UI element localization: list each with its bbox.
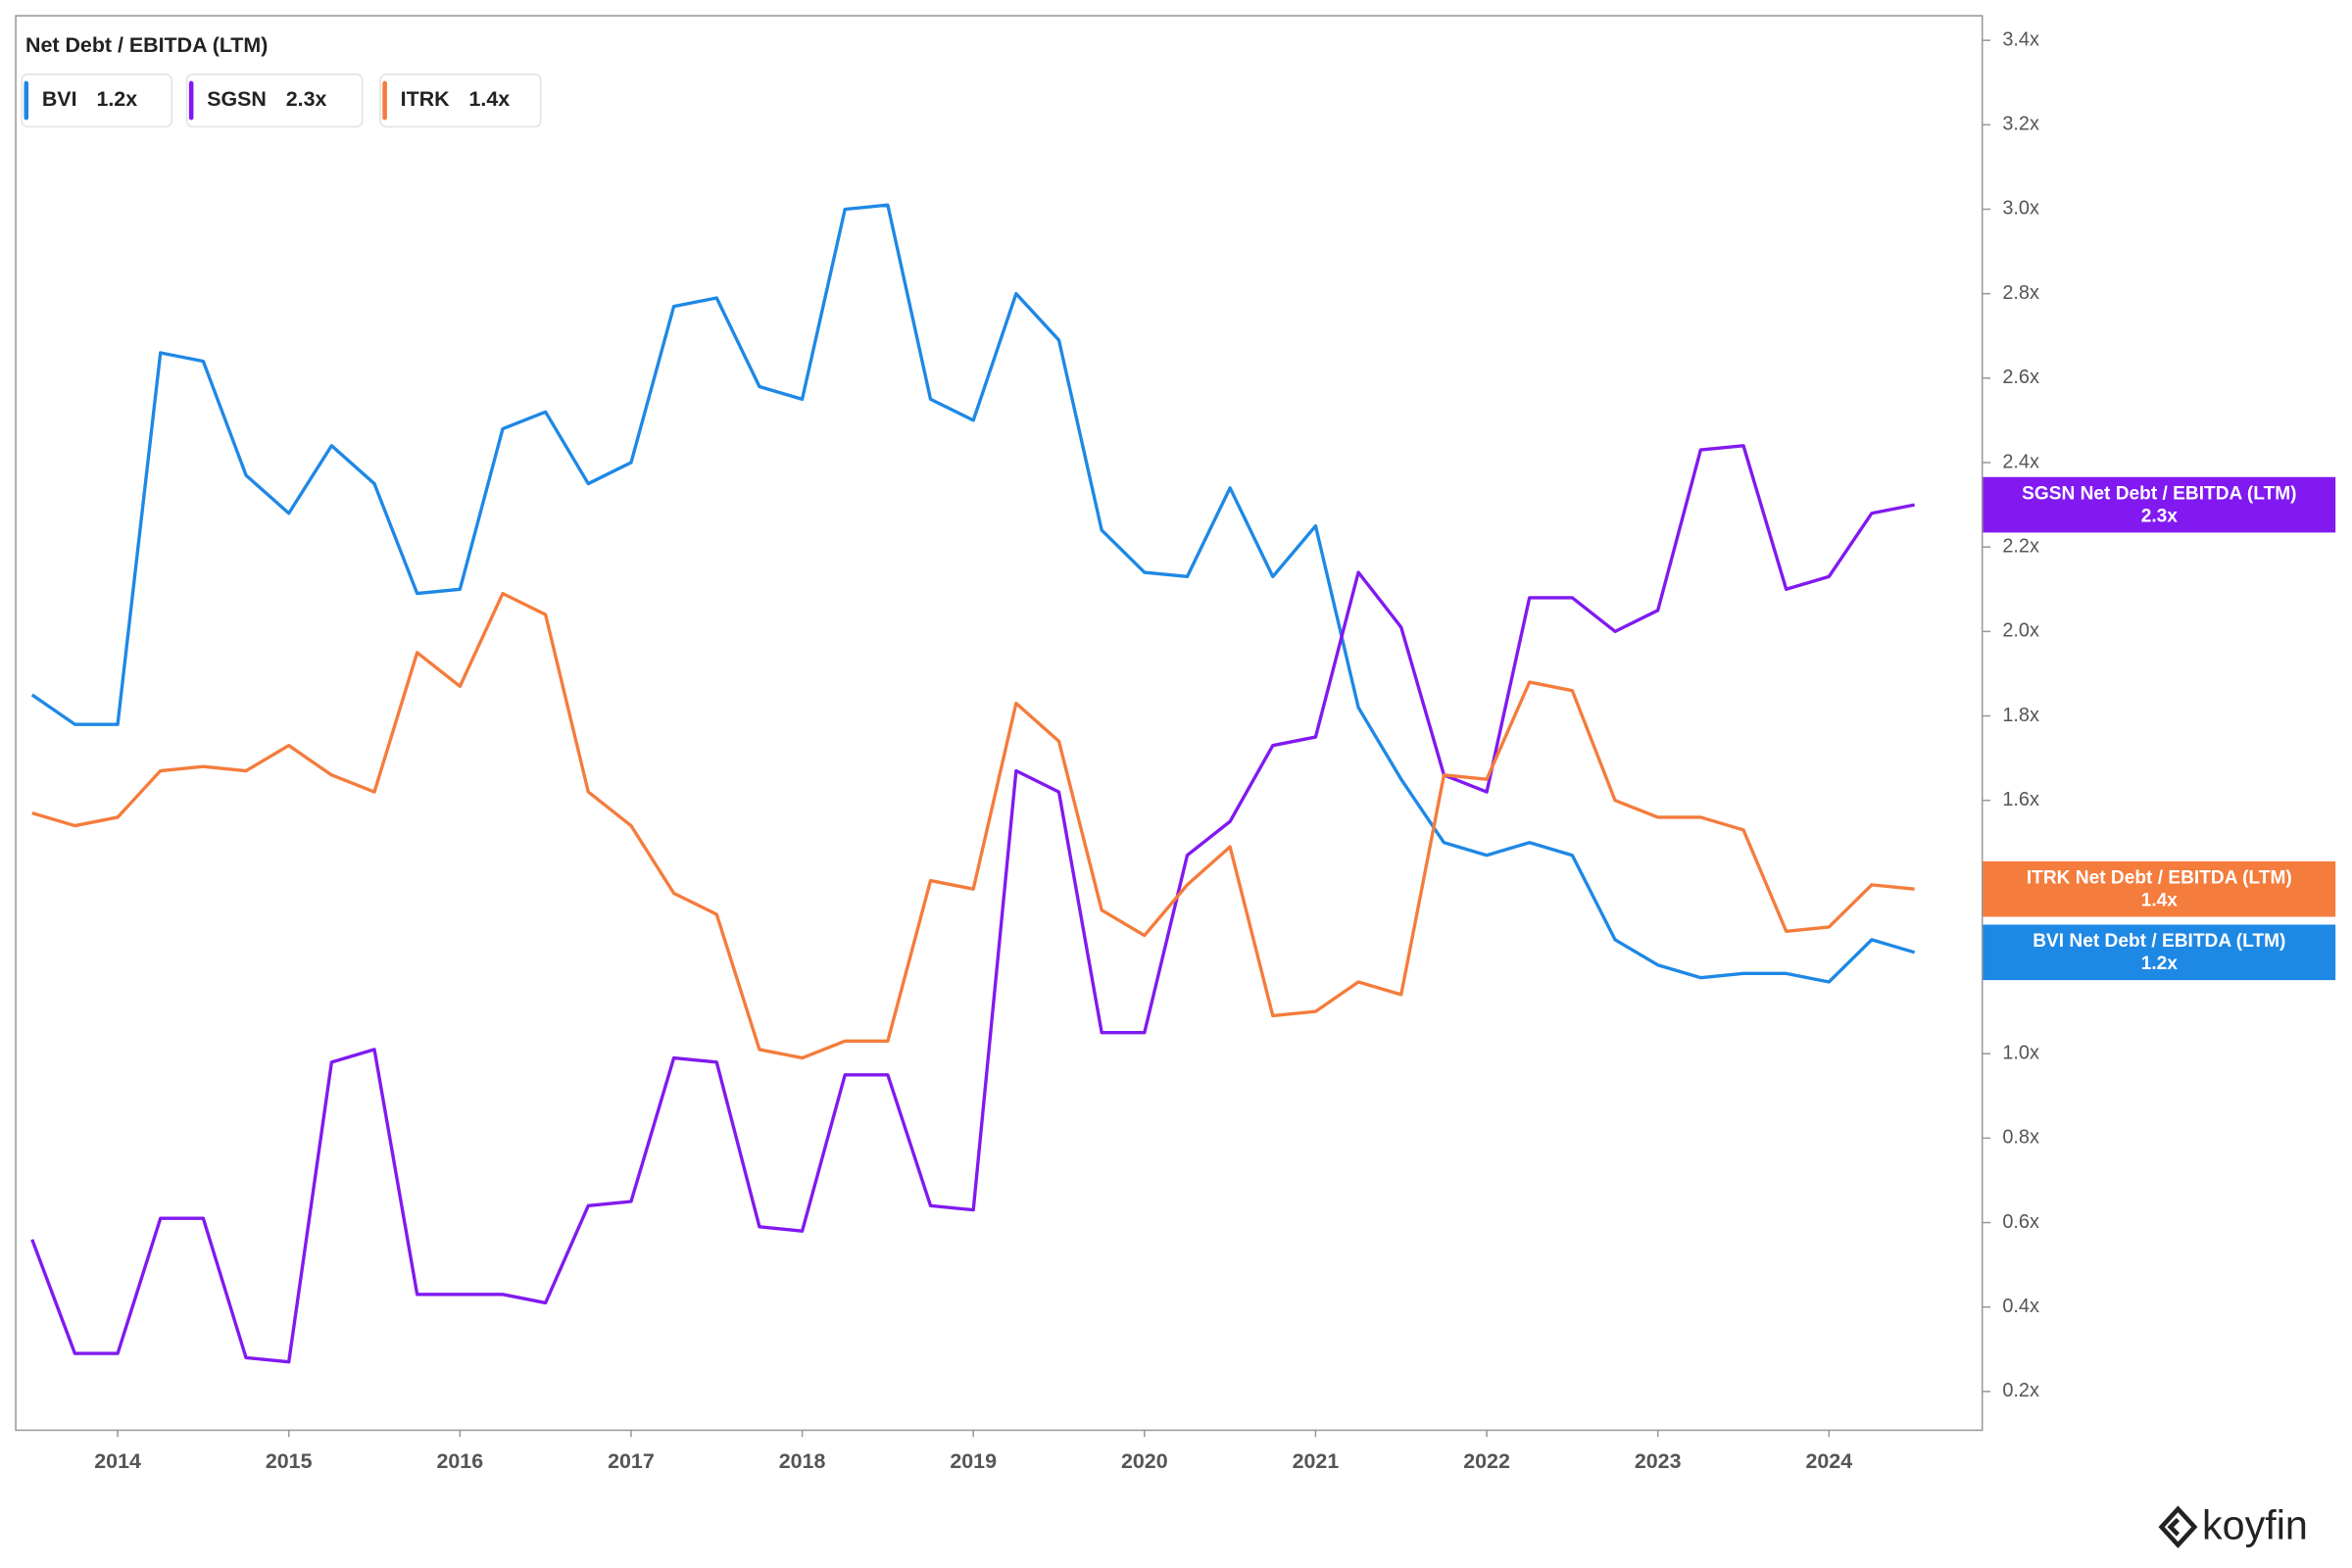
line-series [30, 444, 1915, 1364]
legend-box [185, 74, 364, 128]
y-tick-label: 2.6x [2002, 367, 2039, 388]
y-tick-label: 2.0x [2002, 620, 2039, 642]
y-tick-label: 2.4x [2002, 451, 2039, 472]
x-tick-label: 2015 [266, 1449, 313, 1473]
x-tick-label: 2024 [1805, 1449, 1852, 1473]
badge-box [1983, 924, 2336, 981]
y-tick-label: 1.8x [2002, 705, 2039, 726]
badge-value: 1.2x [2141, 954, 2179, 974]
legend-swatch [24, 80, 29, 121]
x-tick-label: 2018 [779, 1449, 826, 1473]
plot-border [15, 15, 1984, 1432]
y-tick-label: 0.2x [2002, 1380, 2039, 1401]
y-tick-label: 2.8x [2002, 282, 2039, 304]
badge-box [1983, 860, 2336, 917]
logo-text: koyfin [2202, 1503, 2308, 1548]
y-tick-label: 2.2x [2002, 535, 2039, 557]
legend-name: ITRK [401, 87, 450, 111]
watermark: koyfin [2158, 1503, 2308, 1548]
y-tick-label: 1.6x [2002, 789, 2039, 810]
x-tick-label: 2016 [437, 1449, 484, 1473]
legend-swatch [188, 80, 194, 121]
y-tick-label: 3.4x [2002, 28, 2039, 50]
legend-item: ITRK 1.4x [379, 74, 542, 128]
legend-value: 1.4x [469, 87, 511, 111]
logo-icon [2158, 1505, 2198, 1548]
x-tick-label: 2017 [608, 1449, 655, 1473]
x-tick-label: 2014 [94, 1449, 141, 1473]
y-tick-label: 0.8x [2002, 1127, 2039, 1149]
legend-name: BVI [42, 87, 77, 111]
line-series [30, 203, 1916, 984]
x-tick-label: 2023 [1635, 1449, 1682, 1473]
x-tick-label: 2020 [1121, 1449, 1168, 1473]
legend-swatch [382, 80, 387, 121]
line-series [31, 591, 1915, 1060]
x-tick-label: 2022 [1463, 1449, 1510, 1473]
badge-label: SGSN Net Debt / EBITDA (LTM) [2022, 483, 2297, 504]
y-tick-label: 3.0x [2002, 198, 2039, 220]
chart-title: Net Debt / EBITDA (LTM) [25, 33, 268, 57]
value-badge: ITRK Net Debt / EBITDA (LTM)1.4x [1983, 860, 2336, 917]
y-tick-label: 0.6x [2002, 1211, 2039, 1233]
badge-value: 1.4x [2141, 890, 2179, 910]
value-badge: BVI Net Debt / EBITDA (LTM)1.2x [1983, 924, 2336, 981]
x-tick-label: 2021 [1293, 1449, 1340, 1473]
legend-item: SGSN 2.3x [185, 74, 364, 128]
legend-item: BVI 1.2x [21, 74, 173, 128]
badge-label: ITRK Net Debt / EBITDA (LTM) [2027, 868, 2292, 889]
x-tick-label: 2019 [950, 1449, 997, 1473]
legend-box [379, 74, 542, 128]
legend-value: 1.2x [96, 87, 137, 111]
value-badge: SGSN Net Debt / EBITDA (LTM)2.3x [1983, 476, 2336, 533]
badge-value: 2.3x [2141, 506, 2179, 526]
y-tick-label: 3.2x [2002, 114, 2039, 135]
legend-value: 2.3x [286, 87, 327, 111]
badge-box [1983, 476, 2336, 533]
legend-name: SGSN [207, 87, 267, 111]
y-tick-label: 1.0x [2002, 1042, 2039, 1063]
legend-box [21, 74, 173, 128]
badge-label: BVI Net Debt / EBITDA (LTM) [2033, 931, 2285, 952]
y-tick-label: 0.4x [2002, 1296, 2039, 1317]
